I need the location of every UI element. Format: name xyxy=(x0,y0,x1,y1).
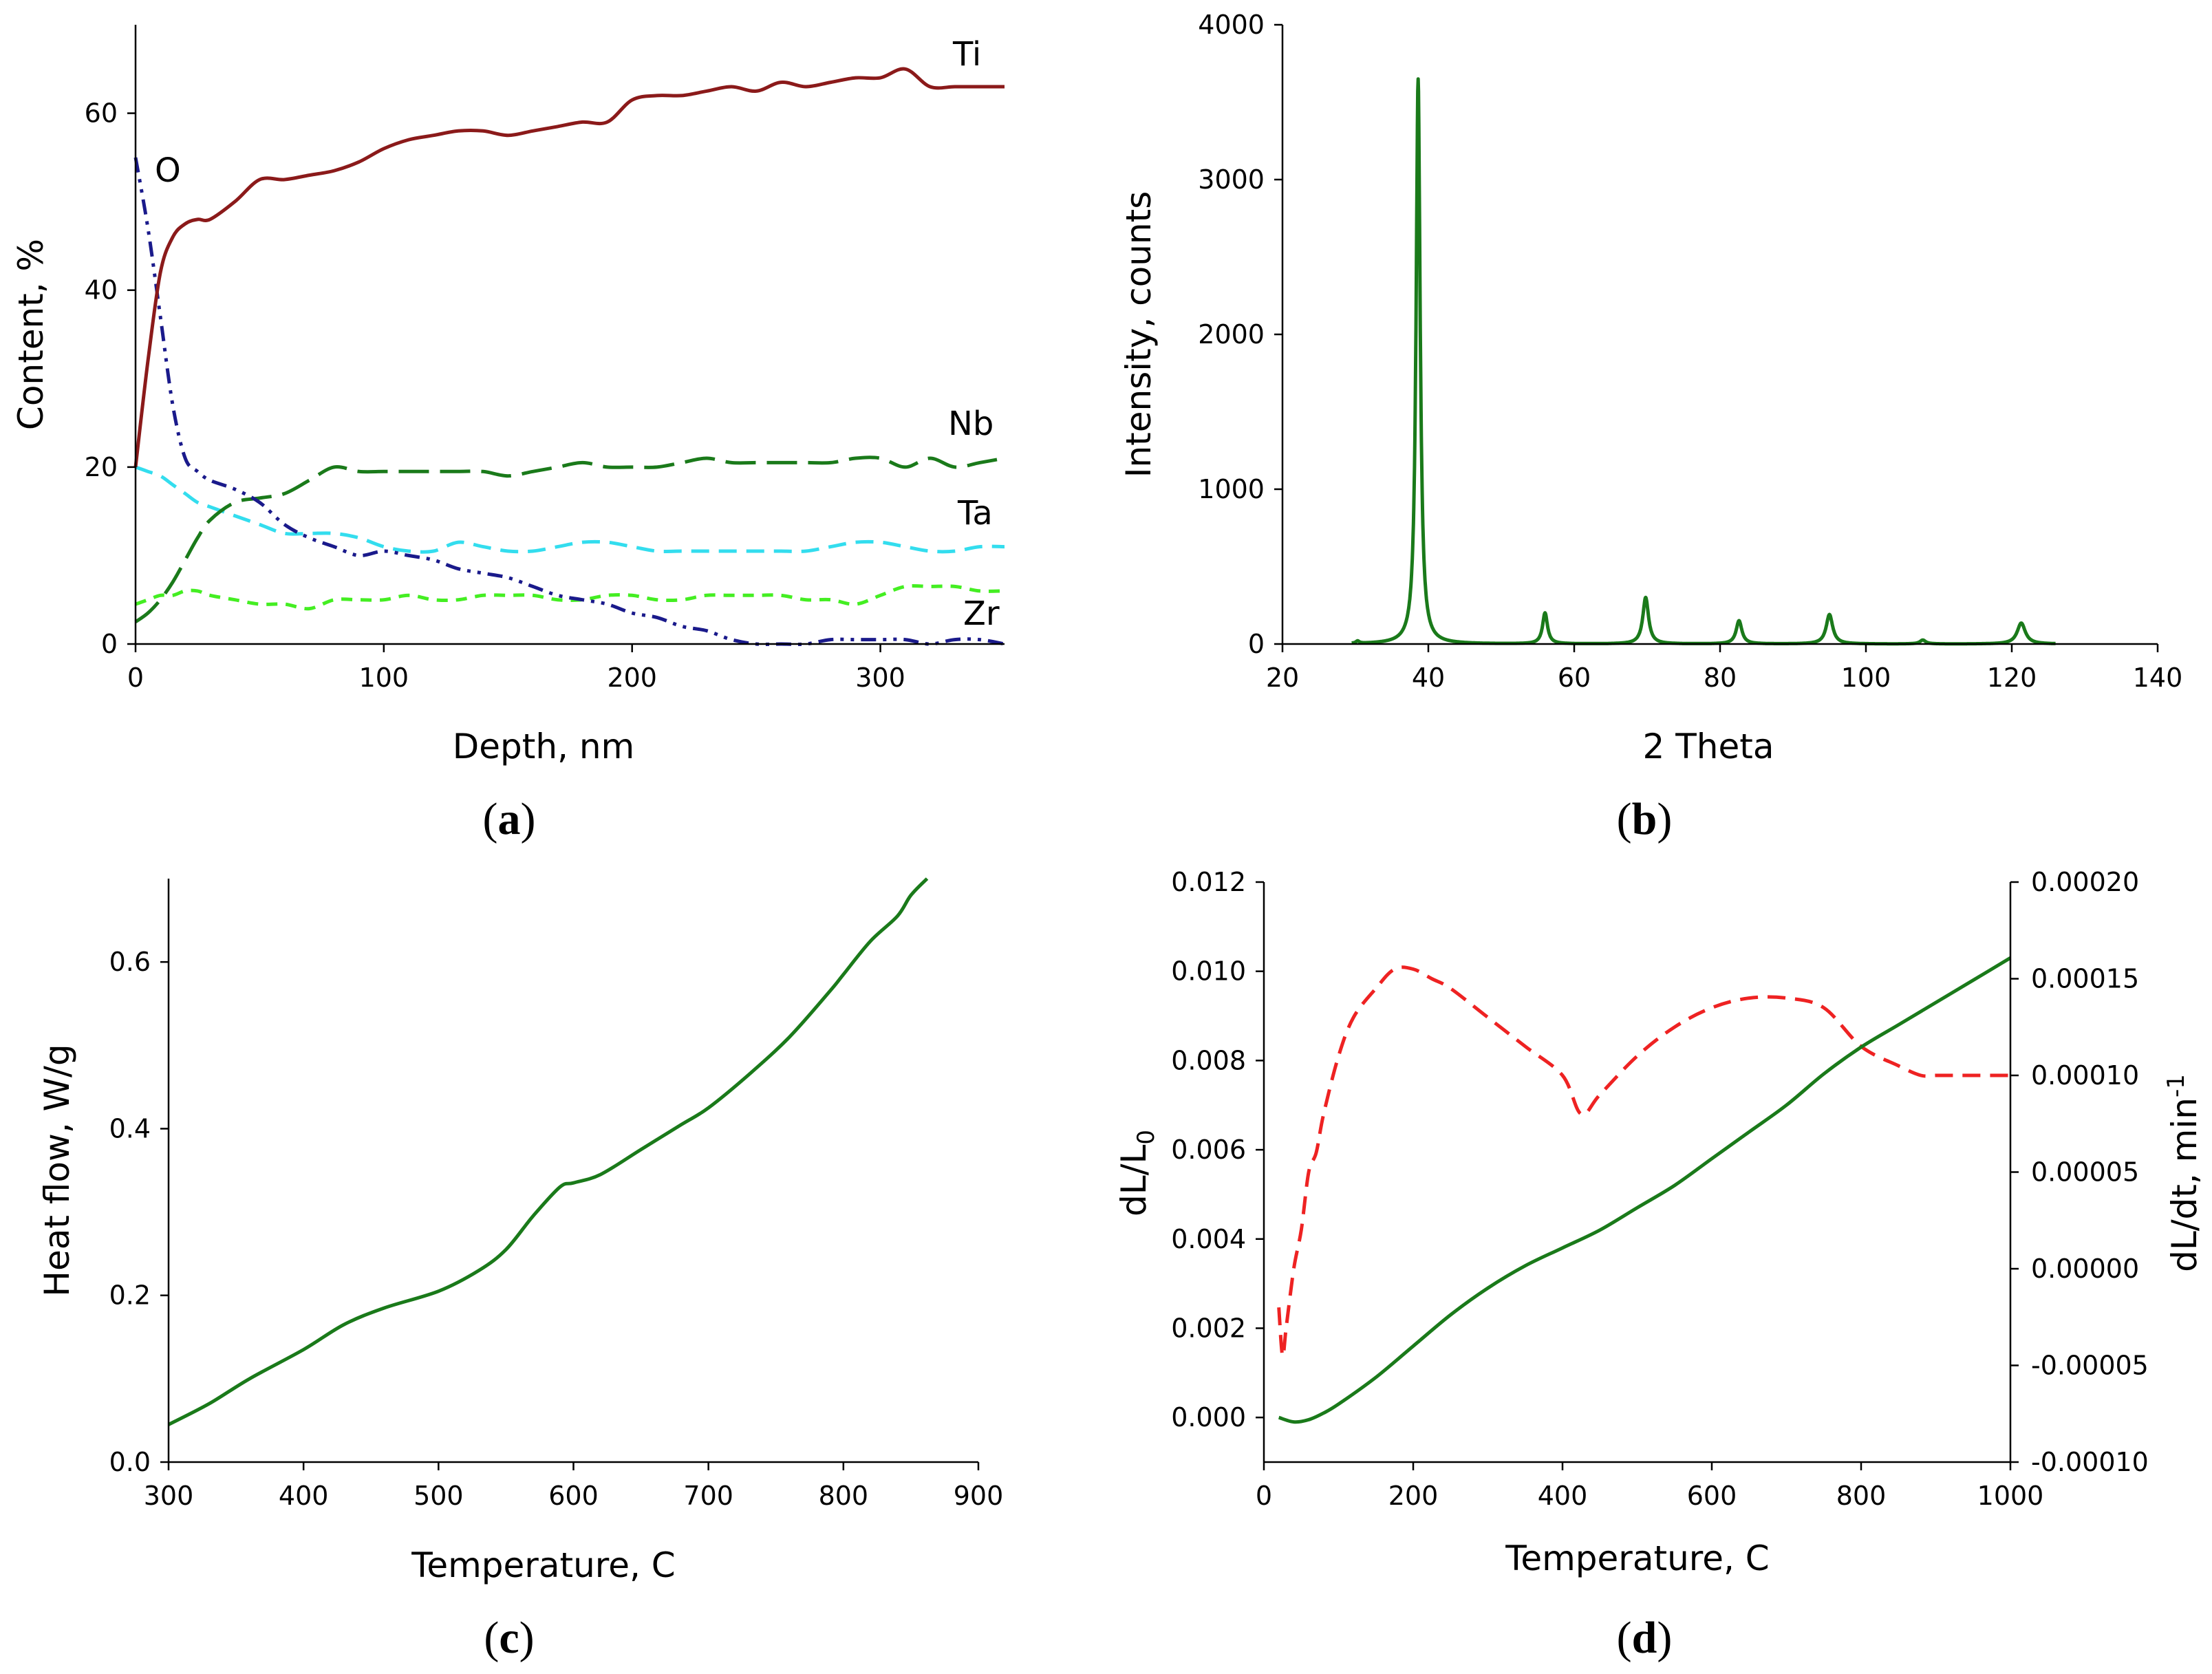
chart-a-panel-label: (a) xyxy=(483,794,536,844)
chart-b-x-tick-label: 80 xyxy=(1704,663,1737,693)
chart-d-ticks: 0 200 400 600 800 1000 0.000 0.002 0.004 0.006 0.0… xyxy=(1171,867,2149,1511)
chart-c-x-tick-label: 400 xyxy=(279,1481,329,1511)
chart-b-x-tick-label: 120 xyxy=(1987,663,2037,693)
chart-b-x-tick-label: 100 xyxy=(1841,663,1891,693)
chart-a-y-tick-label: 20 xyxy=(85,452,118,482)
chart-a-series-ta xyxy=(135,465,1005,554)
chart-d-y-tick-label: 0.010 xyxy=(1171,956,1246,987)
chart-panel-c: 300 400 500 600 700 800 900 0.0 0.2 0.4 0.6 Temper… xyxy=(37,877,1004,1663)
chart-b-y-tick-label: 2000 xyxy=(1198,319,1265,350)
chart-d-y-tick-label: 0.002 xyxy=(1171,1313,1246,1343)
chart-c-x-tick-label: 700 xyxy=(683,1481,733,1511)
chart-c-y-tick-label: 0.6 xyxy=(109,947,151,977)
chart-b-x-tick-label: 20 xyxy=(1266,663,1299,693)
chart-c-x-tick-label: 900 xyxy=(954,1481,1004,1511)
chart-c-x-tick-label: 300 xyxy=(144,1481,194,1511)
chart-a-plot-area xyxy=(133,67,1005,646)
chart-d-panel-label: (d) xyxy=(1617,1613,1673,1663)
chart-a-x-axis-label: Depth, nm xyxy=(453,727,634,766)
chart-c-y-tick-label: 0.0 xyxy=(109,1447,151,1477)
chart-d-x-tick-label: 600 xyxy=(1687,1481,1737,1511)
chart-c-y-axis-label: Heat flow, W/g xyxy=(37,1044,77,1296)
chart-d-y-tick-label: 0.004 xyxy=(1171,1224,1246,1254)
chart-a-x-tick-label: 100 xyxy=(359,663,409,693)
chart-b-x-axis-label: 2 Theta xyxy=(1643,727,1774,766)
chart-a-y-axis-label: Content, % xyxy=(11,239,51,430)
chart-a-annotation-o: O xyxy=(155,151,181,190)
chart-d-x-tick-label: 400 xyxy=(1538,1481,1588,1511)
chart-d-panel-letter: d xyxy=(1632,1613,1657,1663)
chart-d-y-axis-label-sub: 0 xyxy=(1132,1130,1160,1145)
chart-a-x-tick-label: 0 xyxy=(127,663,144,693)
chart-d-y2-tick-label: 0.00005 xyxy=(2031,1157,2139,1188)
chart-c-ticks: 300 400 500 600 700 800 900 0.0 0.2 0.4 0.6 xyxy=(109,947,1004,1511)
chart-b-x-tick-label: 60 xyxy=(1558,663,1591,693)
chart-d-y-tick-label: 0.006 xyxy=(1171,1135,1246,1165)
chart-d-y2-tick-label: 0.00020 xyxy=(2031,867,2139,897)
chart-d-x-tick-label: 800 xyxy=(1836,1481,1887,1511)
chart-panel-a: 0 100 200 300 0 20 40 60 Ti O Nb Ta Zr Depth, n… xyxy=(11,25,1005,844)
chart-a-y-tick-label: 0 xyxy=(101,629,118,659)
chart-a-ticks: 0 100 200 300 0 20 40 60 xyxy=(85,98,905,693)
chart-a-series-nb xyxy=(134,455,1005,623)
chart-d-y-tick-label: 0.000 xyxy=(1171,1402,1246,1432)
chart-d-y-tick-label: 0.012 xyxy=(1171,867,1246,897)
chart-panel-b: 20 40 60 80 100 120 140 0 1000 2000 3000 4000 2 The… xyxy=(1119,10,2182,844)
chart-d-x-tick-label: 0 xyxy=(1256,1481,1272,1511)
chart-b-y-tick-label: 4000 xyxy=(1198,10,1265,40)
chart-d-y-axis-label-main: dL/L xyxy=(1114,1145,1154,1216)
chart-a-annotation-zr: Zr xyxy=(963,594,1000,633)
chart-d-y2-tick-label: 0.00000 xyxy=(2031,1254,2139,1284)
chart-a-panel-letter: a xyxy=(498,794,521,844)
chart-c-series-heat-flow xyxy=(167,877,929,1426)
chart-d-y2-tick-label: -0.00010 xyxy=(2031,1447,2149,1477)
chart-a-y-tick-label: 40 xyxy=(85,275,118,305)
chart-b-plot-area xyxy=(1350,77,2057,646)
chart-a-annotation-ta: Ta xyxy=(957,494,993,533)
chart-c-x-axis-label: Temperature, C xyxy=(411,1545,675,1585)
chart-a-series-zr xyxy=(135,583,1005,611)
chart-a-y-tick-label: 60 xyxy=(85,98,118,129)
chart-b-y-tick-label: 1000 xyxy=(1198,474,1265,504)
chart-b-panel-label: (b) xyxy=(1617,794,1673,844)
chart-b-panel-letter: b xyxy=(1632,794,1657,844)
chart-c-y-tick-label: 0.2 xyxy=(109,1280,151,1311)
chart-d-y2-tick-label: 0.00010 xyxy=(2031,1060,2139,1091)
chart-d-y2-axis-label: dL/dt, min-1 xyxy=(2162,1074,2204,1272)
chart-d-x-tick-label: 200 xyxy=(1388,1481,1439,1511)
chart-c-y-tick-label: 0.4 xyxy=(109,1113,151,1144)
chart-d-y2-axis-label-main: dL/dt, min xyxy=(2165,1097,2204,1272)
chart-c-x-tick-label: 600 xyxy=(548,1481,599,1511)
chart-c-x-tick-label: 500 xyxy=(414,1481,464,1511)
chart-a-x-tick-label: 300 xyxy=(855,663,905,693)
chart-a-series-ti xyxy=(133,67,1005,468)
chart-a-x-tick-label: 200 xyxy=(607,663,657,693)
chart-d-x-axis-label: Temperature, C xyxy=(1505,1538,1769,1578)
chart-d-y2-tick-label: -0.00005 xyxy=(2031,1351,2149,1381)
chart-d-y2-tick-label: 0.00015 xyxy=(2031,964,2139,994)
chart-b-x-tick-label: 40 xyxy=(1412,663,1445,693)
chart-d-y-tick-label: 0.008 xyxy=(1171,1045,1246,1075)
chart-a-series-o xyxy=(133,157,1005,646)
chart-c-panel-label: (c) xyxy=(484,1613,534,1663)
chart-d-plot-area xyxy=(1277,956,2012,1424)
chart-d-y2-axis-label-sup: -1 xyxy=(2162,1074,2190,1097)
chart-b-y-tick-label: 3000 xyxy=(1198,164,1265,195)
chart-a-annotation-nb: Nb xyxy=(948,405,994,443)
chart-d-series-dl-l0 xyxy=(1278,956,2012,1424)
chart-c-plot-area xyxy=(167,877,929,1426)
chart-c-x-tick-label: 800 xyxy=(819,1481,869,1511)
chart-b-ticks: 20 40 60 80 100 120 140 0 1000 2000 3000 4000 xyxy=(1198,10,2182,693)
chart-b-series-xrd-pattern xyxy=(1350,77,2057,646)
chart-a-annotation-ti: Ti xyxy=(952,35,981,74)
chart-b-y-axis-label: Intensity, counts xyxy=(1119,191,1159,478)
chart-d-x-tick-label: 1000 xyxy=(1977,1481,2044,1511)
chart-b-y-tick-label: 0 xyxy=(1248,629,1265,659)
chart-c-panel-letter: c xyxy=(499,1613,519,1663)
chart-b-x-tick-label: 140 xyxy=(2133,663,2183,693)
chart-d-series-dl-dt xyxy=(1277,965,2010,1358)
chart-d-y-axis-label: dL/L0 xyxy=(1114,1130,1160,1216)
chart-panel-d: 0 200 400 600 800 1000 0.000 0.002 0.004 0.006 0.0… xyxy=(1114,867,2204,1663)
